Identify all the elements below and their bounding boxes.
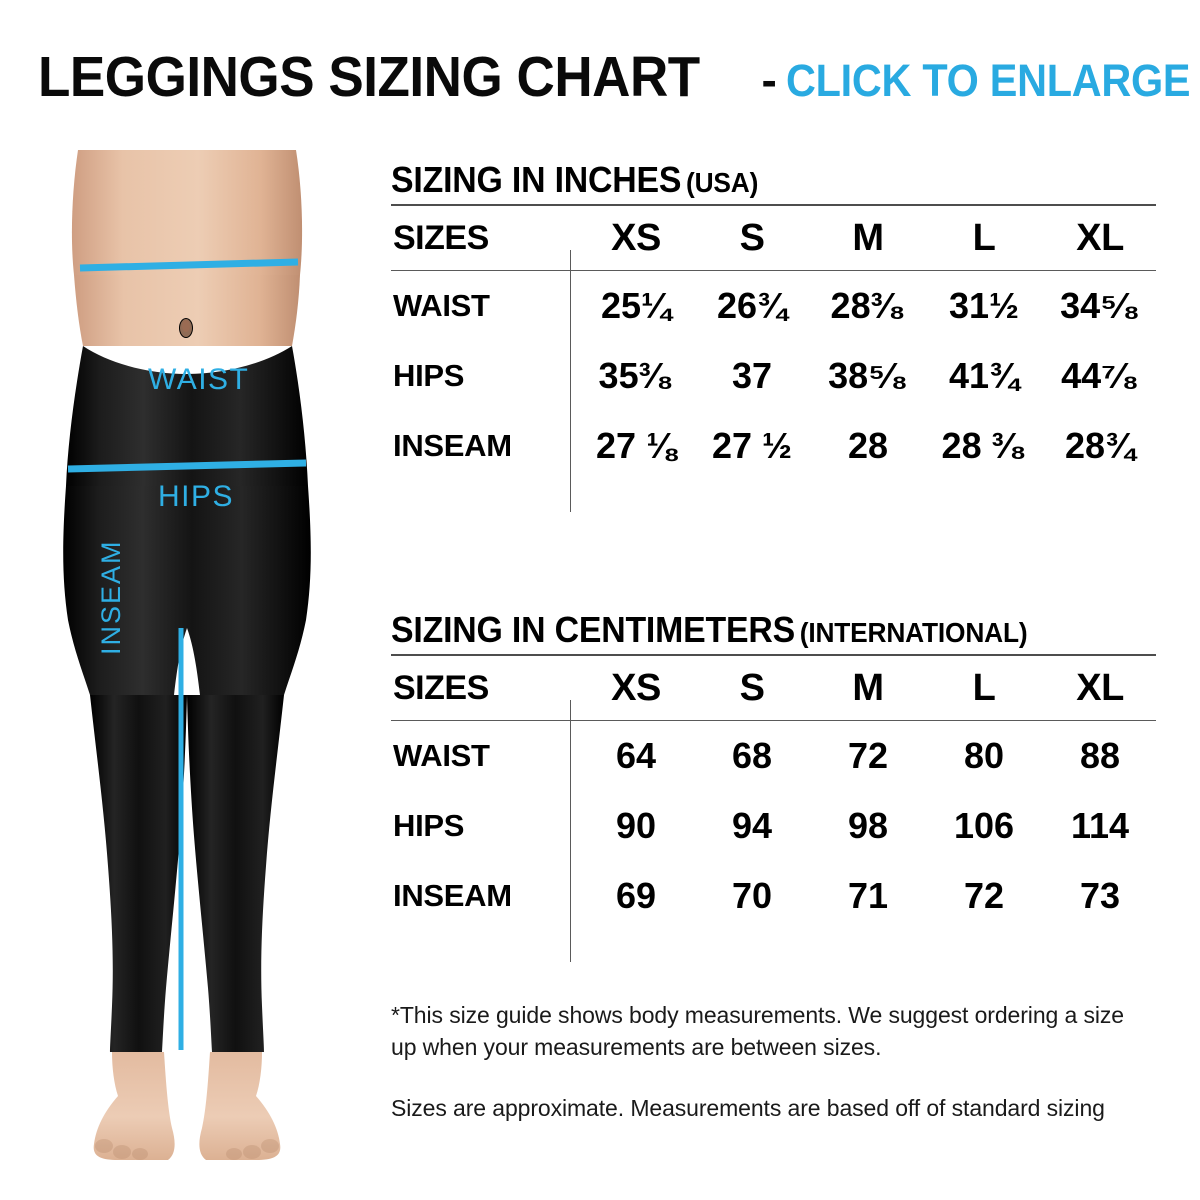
inches-column-divider — [570, 250, 571, 512]
inches-hips-xs: 35³⁄₈ — [598, 355, 674, 396]
cm-waist-xs: 64 — [615, 735, 657, 776]
inches-title-rule — [391, 204, 1156, 206]
cm-header-s: S — [739, 666, 765, 709]
toes-detail — [95, 1139, 279, 1160]
cm-inseam-l: 72 — [963, 875, 1005, 916]
inches-header-xs: XS — [611, 216, 661, 259]
torso-skin — [71, 150, 303, 275]
page-title: LEGGINGS SIZING CHART - CLICK TO ENLARGE — [38, 44, 1190, 109]
table-row: HIPS 35³⁄₈ 37 38⁵⁄₈ 41¾ 44⁷⁄₈ — [391, 341, 1158, 411]
cm-hips-s: 94 — [731, 805, 773, 846]
leggings-right-leg — [187, 695, 284, 1052]
inches-table-title-paren: (USA) — [686, 167, 759, 198]
inches-waist-s: 26¾ — [716, 285, 788, 326]
inches-header-s: S — [739, 216, 765, 259]
inches-waist-xs: 25¼ — [600, 285, 672, 326]
cm-header-xl: XL — [1076, 666, 1124, 709]
cm-header-rule — [391, 720, 1156, 721]
leggings-hips — [63, 486, 311, 695]
inches-header-sizes: SIZES — [393, 218, 489, 257]
inches-waist-m: 28³⁄₈ — [830, 285, 906, 326]
inches-hips-m: 38⁵⁄₈ — [828, 355, 908, 396]
inches-header-row: SIZES XS S M L XL — [391, 206, 1158, 270]
cm-hips-m: 98 — [847, 805, 889, 846]
footnote-approximate: Sizes are approximate. Measurements are … — [391, 1095, 1105, 1122]
cm-hips-xl: 114 — [1070, 805, 1130, 846]
centimeters-sizing-table: SIZING IN CENTIMETERS (INTERNATIONAL) SIZ… — [391, 612, 1158, 962]
inseam-label: INSEAM — [96, 539, 126, 655]
table-row: WAIST 64 68 72 80 88 — [391, 721, 1158, 791]
footnote-size-guide: *This size guide shows body measurements… — [391, 1002, 1124, 1060]
waist-label: WAIST — [148, 363, 250, 396]
cm-waist-l: 80 — [963, 735, 1005, 776]
leggings-model-diagram: WAIST HIPS INSEAM — [0, 150, 375, 1160]
midriff-skin — [74, 275, 300, 346]
inches-inseam-m: 28 — [847, 425, 889, 466]
cm-inseam-xl: 73 — [1079, 875, 1121, 916]
inches-inseam-s: 27 ½ — [711, 425, 793, 466]
waist-measure-line — [79, 258, 299, 272]
cm-inseam-s: 70 — [731, 875, 773, 916]
cm-inseam-xs: 69 — [615, 875, 657, 916]
cm-waist-s: 68 — [731, 735, 773, 776]
cm-header-m: M — [852, 666, 884, 709]
cm-waist-m: 72 — [847, 735, 889, 776]
cm-table-title-text: SIZING IN CENTIMETERS — [391, 609, 796, 650]
inches-inseam-l: 28 ³⁄₈ — [941, 425, 1027, 466]
cm-table-title: SIZING IN CENTIMETERS (INTERNATIONAL) — [391, 612, 1110, 654]
inches-table-title: SIZING IN INCHES (USA) — [391, 162, 1110, 204]
page-title-main: LEGGINGS SIZING CHART — [38, 45, 700, 109]
cm-waist-xl: 88 — [1079, 735, 1121, 776]
footnotes: *This size guide shows body measurements… — [391, 1000, 1151, 1125]
cm-title-rule — [391, 654, 1156, 656]
cm-column-divider — [570, 700, 571, 962]
leggings-left-leg — [90, 695, 187, 1052]
cm-table-grid: SIZES XS S M L XL WAIST 64 68 72 80 88 H… — [391, 656, 1158, 931]
inches-row-hips-label: HIPS — [393, 358, 465, 393]
click-to-enlarge-link[interactable]: CLICK TO ENLARGE — [785, 55, 1191, 106]
cm-hips-l: 106 — [953, 805, 1015, 846]
inches-hips-xl: 44⁷⁄₈ — [1061, 355, 1139, 396]
inches-header-m: M — [852, 216, 884, 259]
leggings-waistband — [66, 346, 308, 486]
table-row: WAIST 25¼ 26¾ 28³⁄₈ 31½ 34⁵⁄₈ — [391, 271, 1158, 341]
inches-header-l: L — [972, 216, 996, 259]
hips-label: HIPS — [158, 480, 235, 513]
table-row: INSEAM 69 70 71 72 73 — [391, 861, 1158, 931]
inches-hips-l: 41¾ — [948, 355, 1020, 396]
inches-header-rule — [391, 270, 1156, 271]
cm-header-xs: XS — [611, 666, 661, 709]
inches-inseam-xs: 27 ⅛ — [595, 425, 677, 466]
inches-row-inseam-label: INSEAM — [393, 428, 512, 463]
cm-inseam-m: 71 — [847, 875, 889, 916]
inches-header-xl: XL — [1076, 216, 1124, 259]
inches-waist-xl: 34⁵⁄₈ — [1060, 285, 1140, 326]
cm-header-l: L — [972, 666, 996, 709]
inches-sizing-table: SIZING IN INCHES (USA) SIZES XS S M L XL … — [391, 162, 1158, 512]
cm-row-inseam-label: INSEAM — [393, 878, 512, 913]
inches-waist-l: 31½ — [948, 285, 1020, 326]
cm-hips-xs: 90 — [615, 805, 657, 846]
inches-table-title-text: SIZING IN INCHES — [391, 159, 682, 200]
cm-row-hips-label: HIPS — [393, 808, 465, 843]
inches-inseam-xl: 28¾ — [1064, 425, 1136, 466]
cm-table-title-paren: (INTERNATIONAL) — [799, 617, 1028, 648]
inches-row-waist-label: WAIST — [393, 288, 490, 323]
right-foot — [199, 1052, 281, 1160]
model-figure-svg — [63, 150, 311, 1160]
left-foot — [93, 1052, 175, 1160]
page-title-separator: - — [761, 54, 777, 106]
cm-header-sizes: SIZES — [393, 668, 489, 707]
cm-header-row: SIZES XS S M L XL — [391, 656, 1158, 720]
table-row: HIPS 90 94 98 106 114 — [391, 791, 1158, 861]
table-row: INSEAM 27 ⅛ 27 ½ 28 28 ³⁄₈ 28¾ — [391, 411, 1158, 481]
inches-hips-s: 37 — [731, 355, 773, 396]
cm-row-waist-label: WAIST — [393, 738, 490, 773]
hips-measure-line — [67, 459, 307, 473]
inches-table-grid: SIZES XS S M L XL WAIST 25¼ 26¾ 28³⁄₈ 31… — [391, 206, 1158, 481]
